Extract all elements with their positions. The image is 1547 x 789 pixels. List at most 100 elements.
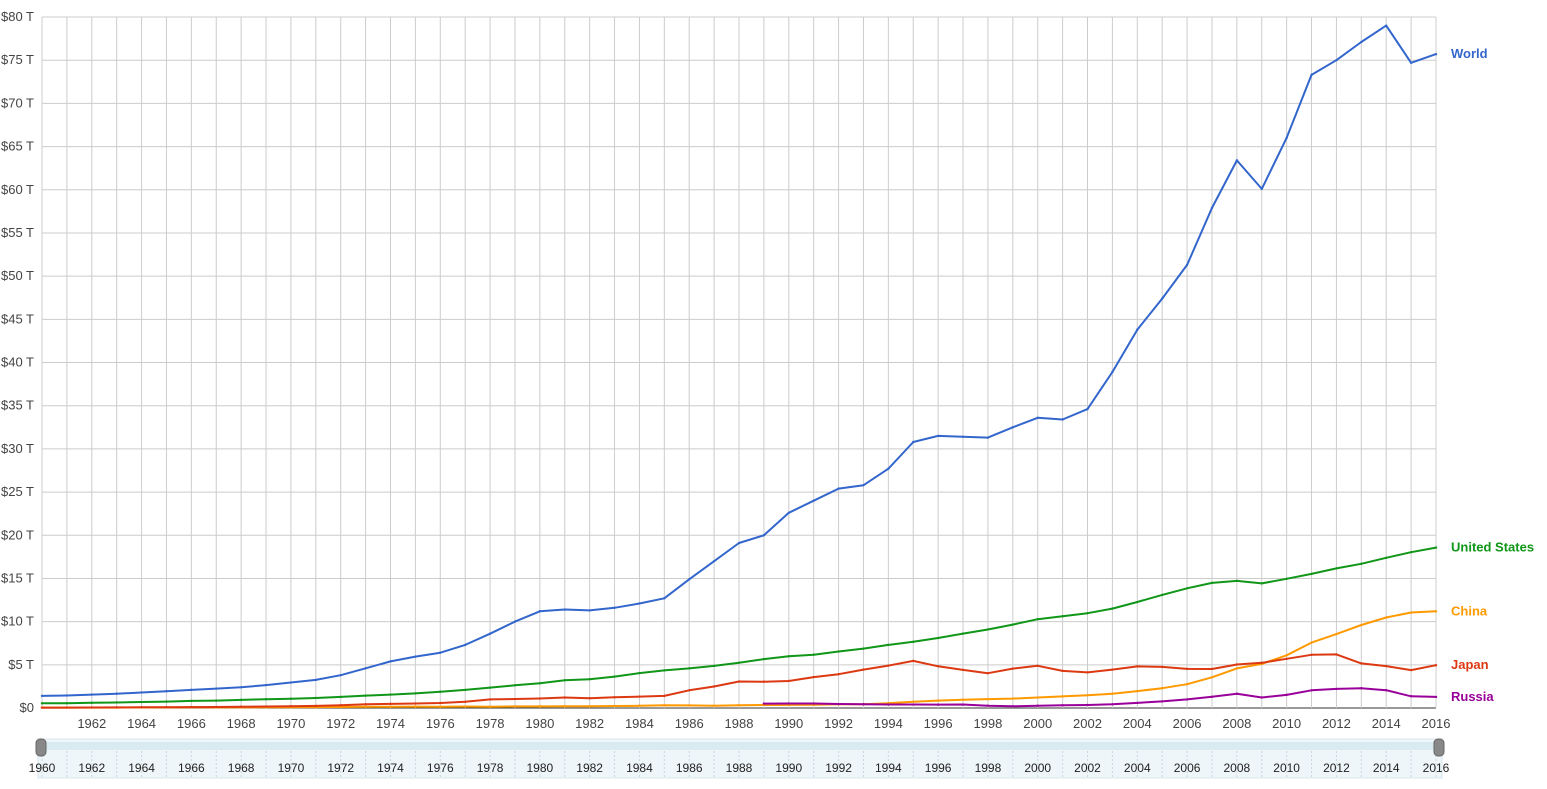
data-point [389,705,392,708]
data-point [414,702,417,705]
data-point [165,689,168,693]
x-tick-label: 2004 [1123,716,1152,731]
data-point [364,705,367,708]
data-point [936,665,940,668]
data-point [90,701,93,705]
series-labels: World United States China Japan Russia [1451,46,1534,704]
data-point [1335,58,1338,62]
data-point [1360,662,1363,665]
data-point [762,702,766,705]
series-label: Russia [1451,689,1494,704]
range-tick-label: 1990 [775,761,802,775]
data-point [339,695,342,699]
data-point [862,668,865,671]
range-tick-label: 1978 [477,761,504,775]
data-point [264,683,268,687]
data-point [936,434,940,438]
data-point [1260,696,1263,699]
data-point [1086,694,1089,697]
data-point [289,697,293,700]
data-point [389,702,392,706]
range-tick-label: 1992 [825,761,852,775]
range-selector[interactable]: 1962 1964 1966 1968 1970 1972 1974 1976 1978 1980… [29,738,1450,779]
data-point [215,705,218,709]
data-point [414,655,417,658]
data-point [264,697,268,701]
y-tick-label: $20 T [1,527,34,542]
range-tick-label: 2006 [1174,761,1201,775]
data-point [463,705,467,708]
data-point [663,669,666,672]
data-point [115,692,118,695]
range-start-handle[interactable] [35,738,47,757]
data-point [1335,567,1338,570]
data-point [1285,654,1288,657]
data-point [1210,581,1214,585]
data-point [90,693,93,696]
data-point [986,628,990,631]
data-point [1409,695,1413,698]
data-point [1061,615,1064,618]
data-point [239,705,243,708]
range-end-handle[interactable] [1433,738,1445,757]
data-point [439,701,442,705]
data-point [961,698,965,701]
data-point [787,655,790,658]
range-tick-label: 2008 [1224,761,1251,775]
x-tick-label: 1974 [376,716,405,731]
data-point [812,499,815,502]
data-point [364,703,367,706]
series-label: World [1451,46,1488,61]
data-point [1111,703,1114,706]
data-point [314,704,318,708]
data-point [638,704,641,707]
data-point [737,541,741,545]
x-tick-label: 2012 [1322,716,1351,731]
data-point [588,697,591,700]
y-tick-label: $35 T [1,398,34,413]
y-tick-label: $25 T [1,484,34,499]
data-point [837,487,840,490]
data-point [115,701,118,704]
data-point [1210,695,1214,698]
data-point [1160,687,1164,690]
series-line-russia [763,687,1437,708]
data-point [588,705,591,708]
y-tick-label: $0 [20,700,34,715]
data-point [463,688,467,692]
data-point [1061,669,1064,673]
data-point [1086,671,1089,674]
data-point [936,636,940,640]
series-label: China [1451,603,1488,618]
data-point [1310,73,1313,77]
data-point [1285,136,1288,140]
data-point [1310,572,1313,576]
data-point [787,511,790,514]
data-point [961,435,965,438]
data-point [414,705,417,708]
data-point [1360,687,1363,690]
data-point [239,698,243,702]
data-point [563,679,566,682]
data-point [513,684,517,687]
data-point [588,677,591,681]
y-tick-label: $70 T [1,95,34,110]
data-point [1235,663,1239,666]
data-point [961,668,965,672]
y-tick-label: $60 T [1,182,34,197]
data-point [190,699,193,703]
data-point [563,696,566,699]
data-point [1210,676,1214,679]
data-point [912,440,915,444]
x-tick-label: 2008 [1222,716,1251,731]
data-point [165,700,168,703]
data-point [737,704,741,707]
data-point [1011,623,1015,626]
data-point [1036,416,1039,419]
data-point [439,690,442,693]
data-point [986,671,990,675]
data-point [1360,562,1363,566]
data-point [762,534,766,537]
y-tick-label: $5 T [8,657,34,672]
